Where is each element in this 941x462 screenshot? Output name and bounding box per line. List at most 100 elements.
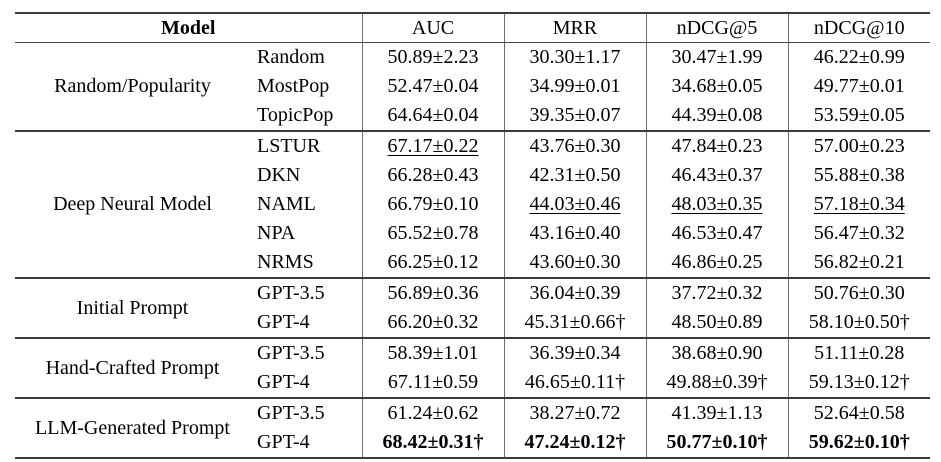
table-row: Hand-Crafted Prompt GPT-3.5 58.39±1.01 36.3… bbox=[15, 338, 930, 399]
metric-value-cell: 48.50±0.89 bbox=[645, 308, 788, 339]
table-row: TopicPop 64.64±0.04 39.35±0.07 44.39±0.08 53… bbox=[15, 101, 930, 132]
table-row: GPT-4 66.20±0.32 45.31±0.66† 48.50±0.89 58.1… bbox=[15, 308, 930, 339]
category-cell: Random/Popularity bbox=[15, 42, 250, 132]
table-row: NRMS 66.25±0.12 43.60±0.30 46.86±0.25 56.82±… bbox=[15, 248, 930, 279]
model-name-cell: NAML bbox=[257, 193, 316, 215]
metric-value: 61.24±0.62 bbox=[387, 402, 479, 424]
metric-value: 50.89±2.23 bbox=[387, 46, 479, 68]
metric-value: 37.72±0.32 bbox=[671, 282, 763, 304]
metric-value-cell: 34.99±0.01 bbox=[503, 72, 646, 101]
metric-value: 42.31±0.50 bbox=[529, 164, 621, 186]
metric-value-cell: 43.76±0.30 bbox=[503, 131, 646, 161]
metric-value-cell: 68.42±0.31† bbox=[361, 428, 504, 459]
metric-value-cell: 46.43±0.37 bbox=[645, 161, 788, 190]
metric-value: 41.39±1.13 bbox=[671, 402, 763, 424]
metric-value-cell: 41.39±1.13 bbox=[645, 398, 788, 428]
metric-value-cell: 48.03±0.35 bbox=[645, 190, 788, 219]
metric-value: 43.16±0.40 bbox=[529, 222, 621, 244]
metric-value-cell: 38.27±0.72 bbox=[503, 398, 646, 428]
metric-value-cell: 37.72±0.32 bbox=[645, 278, 788, 308]
metric-value: 66.79±0.10 bbox=[387, 193, 479, 215]
metric-value: 64.64±0.04 bbox=[387, 104, 479, 126]
model-column-header: Model bbox=[15, 13, 362, 43]
metric-value: 56.89±0.36 bbox=[387, 282, 479, 304]
metric-value: 59.13±0.12† bbox=[808, 371, 910, 393]
metric-value: 46.43±0.37 bbox=[671, 164, 763, 186]
metric-value-cell: 49.77±0.01 bbox=[787, 72, 930, 101]
metric-value-cell: 66.25±0.12 bbox=[361, 248, 504, 279]
metric-value: 53.59±0.05 bbox=[813, 104, 905, 126]
metric-value-cell: 46.22±0.99 bbox=[787, 42, 930, 72]
metric-value-cell: 58.39±1.01 bbox=[361, 338, 504, 368]
metric-value: 30.47±1.99 bbox=[671, 46, 763, 68]
metric-value: 46.65±0.11† bbox=[524, 371, 626, 393]
model-name-cell: Random bbox=[257, 46, 325, 68]
metric-value: 52.47±0.04 bbox=[387, 75, 479, 97]
metric-value-cell: 43.60±0.30 bbox=[503, 248, 646, 279]
metric-value: 30.30±1.17 bbox=[529, 46, 621, 68]
metric-value-cell: 39.35±0.07 bbox=[503, 101, 646, 132]
metric-value: 34.99±0.01 bbox=[529, 75, 621, 97]
metric-value-cell: 49.88±0.39† bbox=[645, 368, 788, 399]
metric-value: 68.42±0.31† bbox=[382, 431, 484, 453]
model-name-cell: DKN bbox=[257, 164, 301, 186]
metric-value: 43.60±0.30 bbox=[529, 251, 621, 273]
metric-value: 67.11±0.59 bbox=[387, 371, 479, 393]
metric-value: 46.22±0.99 bbox=[813, 46, 905, 68]
metric-value: 44.03±0.46 bbox=[529, 193, 621, 215]
model-name-cell: GPT-3.5 bbox=[257, 342, 325, 364]
metric-value: 48.50±0.89 bbox=[671, 311, 763, 333]
metric-value-cell: 43.16±0.40 bbox=[503, 219, 646, 248]
metric-value: 66.28±0.43 bbox=[387, 164, 479, 186]
table-row: LLM-Generated Prompt GPT-3.5 61.24±0.62 38.… bbox=[15, 398, 930, 459]
category-cell: Hand-Crafted Prompt bbox=[15, 338, 250, 399]
mrr-column-header: MRR bbox=[503, 13, 646, 43]
metric-value-cell: 46.86±0.25 bbox=[645, 248, 788, 279]
metric-value-cell: 42.31±0.50 bbox=[503, 161, 646, 190]
metric-value-cell: 47.24±0.12† bbox=[503, 428, 646, 459]
model-name-cell: GPT-4 bbox=[250, 428, 362, 459]
table-row: Random/Popularity Random 50.89±2.23 30.30±1… bbox=[15, 42, 930, 132]
table-row: Deep Neural Model LSTUR 67.17±0.22 43.76±0.… bbox=[15, 131, 930, 279]
metric-value: 38.68±0.90 bbox=[671, 342, 763, 364]
table-row: Initial Prompt GPT-3.5 56.89±0.36 36.04±0.3… bbox=[15, 278, 930, 339]
metric-value: 65.52±0.78 bbox=[387, 222, 479, 244]
metric-value: 39.35±0.07 bbox=[529, 104, 621, 126]
metric-value-cell: 53.59±0.05 bbox=[787, 101, 930, 132]
table-row: GPT-4 67.11±0.59 46.65±0.11† 49.88±0.39† 59.… bbox=[15, 368, 930, 399]
metric-value: 49.77±0.01 bbox=[813, 75, 905, 97]
model-name-cell: GPT-3.5 bbox=[257, 282, 325, 304]
metric-value: 38.27±0.72 bbox=[529, 402, 621, 424]
metric-value-cell: 66.79±0.10 bbox=[361, 190, 504, 219]
metric-value: 45.31±0.66† bbox=[524, 311, 626, 333]
metric-value: 34.68±0.05 bbox=[671, 75, 763, 97]
auc-column-header: AUC bbox=[361, 13, 504, 43]
metric-value-cell: 44.03±0.46 bbox=[503, 190, 646, 219]
metric-value-cell: 64.64±0.04 bbox=[361, 101, 504, 132]
metric-value-cell: 56.89±0.36 bbox=[361, 278, 504, 308]
table-row: NAML 66.79±0.10 44.03±0.46 48.03±0.35 57.18±… bbox=[15, 190, 930, 219]
metric-value: 49.88±0.39† bbox=[666, 371, 768, 393]
model-name-cell: MostPop bbox=[257, 75, 330, 97]
metric-value-cell: 36.39±0.34 bbox=[503, 338, 646, 368]
metric-value-cell: 67.17±0.22 bbox=[361, 131, 504, 161]
metric-value-cell: 59.13±0.12† bbox=[787, 368, 930, 399]
metric-value: 50.76±0.30 bbox=[813, 282, 905, 304]
metric-value: 51.11±0.28 bbox=[814, 342, 905, 364]
model-name-cell: GPT-4 bbox=[250, 308, 362, 339]
metric-value: 57.00±0.23 bbox=[813, 135, 905, 157]
category-cell: Initial Prompt bbox=[15, 278, 250, 339]
model-name-cell: GPT-4 bbox=[250, 368, 362, 399]
model-name-cell: NRMS bbox=[250, 248, 362, 279]
table-row: DKN 66.28±0.43 42.31±0.50 46.43±0.37 55.88±0… bbox=[15, 161, 930, 190]
metric-value: 66.25±0.12 bbox=[387, 251, 479, 273]
category-cell: Deep Neural Model bbox=[15, 131, 250, 279]
metric-value-cell: 50.89±2.23 bbox=[361, 42, 504, 72]
metric-value: 56.47±0.32 bbox=[813, 222, 905, 244]
metric-value-cell: 47.84±0.23 bbox=[645, 131, 788, 161]
metric-value-cell: 59.62±0.10† bbox=[787, 428, 930, 459]
category-cell: LLM-Generated Prompt bbox=[15, 398, 250, 459]
ndcg10-column-header: nDCG@10 bbox=[787, 13, 930, 43]
metric-value-cell: 65.52±0.78 bbox=[361, 219, 504, 248]
